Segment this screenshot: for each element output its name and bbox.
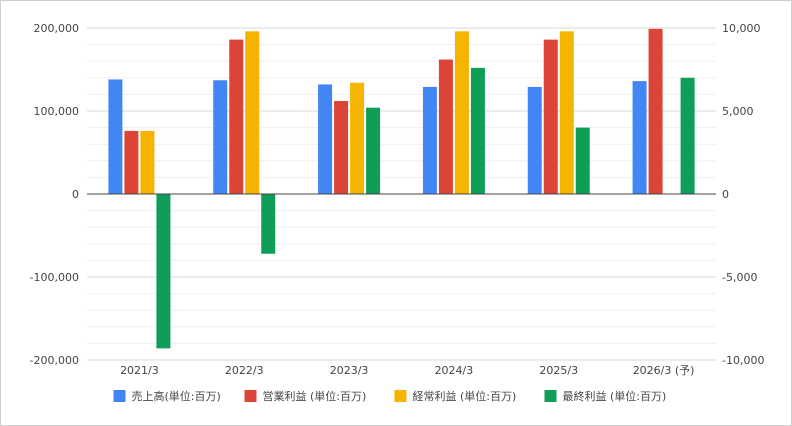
category-label: 2026/3 (予) [633,364,695,377]
legend-label[interactable]: 経常利益 (単位:百万) [413,389,517,403]
bar-2-4[interactable] [438,59,453,194]
bars [108,28,695,349]
legend-label[interactable]: 営業利益 (単位:百万) [263,389,367,403]
gridlines [87,27,716,361]
left-tick-label: -200,000 [30,354,79,367]
left-tick-label: -100,000 [30,271,79,284]
right-tick-label: 0 [722,188,729,201]
bar-4-4[interactable] [470,67,485,194]
bar-3-4[interactable] [454,31,469,194]
bar-1-4[interactable] [422,86,437,194]
bar-1-6[interactable] [632,81,647,194]
left-tick-label: 0 [72,188,79,201]
legend-swatch [113,390,126,402]
bar-1-1[interactable] [108,79,123,194]
right-axis: 10,000 5,000 0 -5,000 -10,000 [722,22,764,367]
bar-4-2[interactable] [261,194,276,254]
right-tick-label: 5,000 [722,105,754,118]
bar-4-6[interactable] [680,77,695,194]
bar-1-5[interactable] [527,86,542,194]
right-tick-label: 10,000 [722,22,761,35]
bar-2-2[interactable] [229,39,244,195]
bar-3-1[interactable] [140,130,155,194]
bar-3-3[interactable] [350,82,365,194]
legend-swatch [244,390,257,402]
right-tick-label: -5,000 [722,271,757,284]
legend-label[interactable]: 最終利益 (単位:百万) [563,389,667,403]
bar-2-1[interactable] [124,130,139,194]
left-tick-label: 100,000 [34,105,80,118]
category-label: 2022/3 [225,364,264,377]
category-label: 2023/3 [330,364,369,377]
legend: 売上高(単位:百万) 営業利益 (単位:百万) 経常利益 (単位:百万) 最終利益 (… [113,389,667,403]
bar-2-3[interactable] [334,101,349,194]
bar-1-2[interactable] [213,80,228,194]
bar-3-2[interactable] [245,31,260,194]
bar-3-5[interactable] [559,31,574,194]
legend-label[interactable]: 売上高(単位:百万) [132,389,221,403]
category-label: 2021/3 [120,364,159,377]
bar-4-3[interactable] [366,107,381,194]
bar-1-3[interactable] [318,84,333,194]
legend-swatch [394,390,407,402]
category-label: 2025/3 [539,364,578,377]
right-tick-label: -10,000 [722,354,764,367]
left-axis: 200,000 100,000 0 -100,000 -200,000 [30,22,79,367]
bar-4-1[interactable] [156,194,171,349]
bar-2-5[interactable] [543,39,558,195]
left-tick-label: 200,000 [34,22,80,35]
legend-swatch [544,390,557,402]
category-axis: 2021/3 2022/3 2023/3 2024/3 2025/3 2026/3 (予) [120,364,694,377]
category-label: 2024/3 [435,364,474,377]
bar-2-6[interactable] [648,28,663,194]
bar-4-5[interactable] [575,127,590,194]
